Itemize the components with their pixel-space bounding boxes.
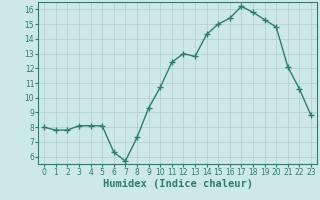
X-axis label: Humidex (Indice chaleur): Humidex (Indice chaleur) <box>103 179 252 189</box>
